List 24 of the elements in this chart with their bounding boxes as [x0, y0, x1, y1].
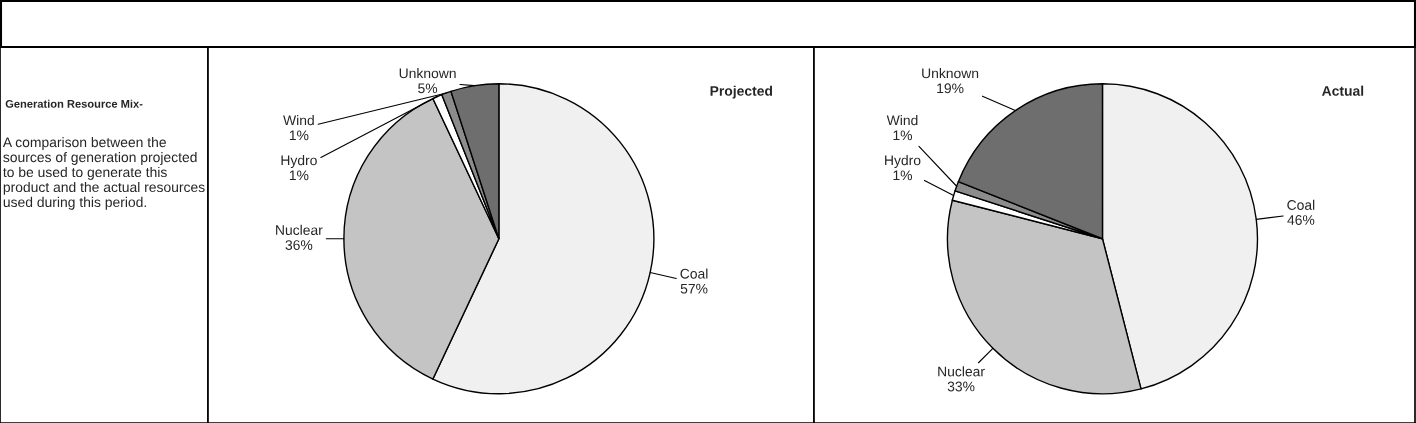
text: Generation Resource Mix-	[5, 99, 143, 108]
slice-label: Unknown	[922, 68, 979, 79]
data-label: 1%	[893, 130, 913, 141]
slice-label: Hydro	[885, 155, 921, 168]
slice-label: Hydro	[281, 155, 317, 168]
data-label: 1%	[893, 170, 913, 181]
slice-label: Nuclear	[276, 224, 323, 236]
text: Actual	[1322, 85, 1364, 96]
slice-label: Coal	[1287, 199, 1315, 210]
text: A comparison between the sources of generation projected to be used to generate this product and the actual resources used during this period.	[2, 137, 205, 210]
data-label: 1%	[289, 170, 309, 181]
slice-label: Unknown	[399, 68, 456, 79]
slice-label: Coal	[680, 268, 708, 279]
data-label: 46%	[1287, 215, 1315, 225]
data-label: 19%	[937, 83, 964, 94]
data-label: 36%	[285, 240, 313, 250]
text: Projected	[710, 85, 773, 99]
slice-label: Nuclear	[938, 366, 985, 377]
data-label: 33%	[947, 381, 975, 392]
data-label: 57%	[680, 283, 708, 294]
slice-label: Wind	[886, 115, 918, 126]
data-label: 1%	[289, 130, 309, 141]
slice-label: Wind	[283, 115, 314, 126]
data-label: 5%	[418, 83, 438, 94]
